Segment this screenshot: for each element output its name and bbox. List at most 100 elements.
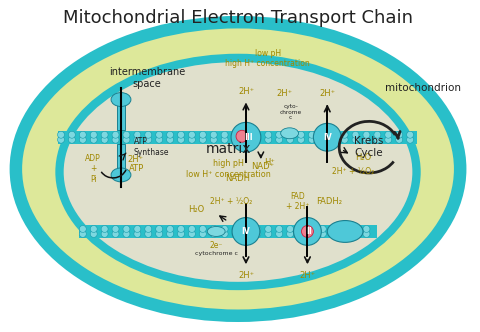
Text: FADH₂: FADH₂ — [316, 197, 342, 206]
Circle shape — [330, 136, 337, 143]
Circle shape — [298, 230, 304, 237]
Circle shape — [134, 136, 141, 143]
Text: NAD⁺: NAD⁺ — [251, 162, 274, 172]
Circle shape — [319, 225, 326, 232]
Circle shape — [407, 136, 414, 143]
Text: IV: IV — [323, 133, 332, 142]
Circle shape — [298, 225, 304, 232]
Text: 2e⁻: 2e⁻ — [209, 241, 223, 250]
Circle shape — [167, 131, 174, 138]
Circle shape — [189, 225, 195, 232]
Circle shape — [319, 230, 326, 237]
Text: 2H⁺: 2H⁺ — [238, 87, 254, 96]
Bar — [79, 225, 377, 238]
Text: low pH
high H⁺ concentration: low pH high H⁺ concentration — [226, 49, 310, 68]
Circle shape — [254, 225, 261, 232]
Circle shape — [385, 131, 392, 138]
Circle shape — [101, 136, 108, 143]
Circle shape — [243, 225, 250, 232]
Circle shape — [189, 136, 195, 143]
Text: 2H⁺ + ½O₂: 2H⁺ + ½O₂ — [332, 167, 374, 176]
Circle shape — [385, 136, 392, 143]
Circle shape — [58, 131, 64, 138]
Circle shape — [330, 131, 337, 138]
Circle shape — [189, 230, 195, 237]
Circle shape — [363, 136, 370, 143]
Text: cytochrome c: cytochrome c — [195, 251, 238, 256]
Circle shape — [341, 136, 348, 143]
Text: ATP: ATP — [129, 164, 144, 174]
Circle shape — [254, 230, 261, 237]
Ellipse shape — [111, 93, 131, 107]
Circle shape — [232, 230, 239, 237]
Circle shape — [309, 230, 315, 237]
Text: 2H⁺: 2H⁺ — [127, 155, 143, 164]
Text: Mitochondrial Electron Transport Chain: Mitochondrial Electron Transport Chain — [63, 9, 413, 27]
Ellipse shape — [232, 217, 260, 245]
Text: III: III — [245, 133, 253, 142]
Circle shape — [287, 131, 294, 138]
Circle shape — [79, 230, 86, 237]
Circle shape — [79, 136, 86, 143]
Circle shape — [221, 131, 228, 138]
Circle shape — [79, 131, 86, 138]
Circle shape — [134, 230, 141, 237]
Circle shape — [265, 131, 272, 138]
Circle shape — [287, 230, 294, 237]
Circle shape — [243, 136, 250, 143]
Circle shape — [309, 136, 315, 143]
Circle shape — [145, 136, 152, 143]
Circle shape — [167, 230, 174, 237]
Ellipse shape — [281, 128, 299, 139]
Ellipse shape — [111, 168, 131, 182]
Circle shape — [145, 230, 152, 237]
Circle shape — [199, 225, 206, 232]
Circle shape — [276, 136, 283, 143]
Circle shape — [298, 136, 304, 143]
Circle shape — [101, 230, 108, 237]
Circle shape — [199, 136, 206, 143]
Circle shape — [265, 225, 272, 232]
Circle shape — [363, 131, 370, 138]
Circle shape — [112, 230, 119, 237]
Circle shape — [145, 131, 152, 138]
Circle shape — [90, 131, 97, 138]
Circle shape — [145, 225, 152, 232]
Ellipse shape — [294, 217, 321, 245]
Circle shape — [341, 225, 348, 232]
Text: Krebs
Cycle: Krebs Cycle — [354, 136, 384, 158]
Bar — [117, 103, 125, 130]
Circle shape — [287, 225, 294, 232]
Ellipse shape — [16, 22, 460, 316]
Text: H₂O: H₂O — [355, 153, 372, 162]
Circle shape — [265, 230, 272, 237]
Circle shape — [243, 230, 250, 237]
Circle shape — [156, 230, 163, 237]
Circle shape — [210, 136, 217, 143]
Bar — [58, 131, 417, 144]
Text: 2H⁺: 2H⁺ — [238, 271, 254, 280]
Circle shape — [69, 136, 75, 143]
Circle shape — [309, 131, 315, 138]
Circle shape — [79, 225, 86, 232]
Circle shape — [101, 131, 108, 138]
Circle shape — [69, 131, 75, 138]
Circle shape — [232, 136, 239, 143]
Circle shape — [276, 131, 283, 138]
Text: 2H⁺ + ½O₂: 2H⁺ + ½O₂ — [210, 197, 252, 206]
Circle shape — [112, 131, 119, 138]
Circle shape — [243, 131, 250, 138]
Text: ATP
Synthase: ATP Synthase — [134, 137, 169, 157]
Circle shape — [301, 225, 313, 237]
Circle shape — [407, 131, 414, 138]
Circle shape — [167, 136, 174, 143]
Text: FAD
+ 2H⁺: FAD + 2H⁺ — [286, 192, 309, 211]
Circle shape — [112, 136, 119, 143]
Circle shape — [330, 230, 337, 237]
Text: mitochondrion: mitochondrion — [385, 83, 461, 93]
Circle shape — [341, 230, 348, 237]
Text: intermembrane
space: intermembrane space — [108, 67, 185, 89]
Text: H⁺: H⁺ — [264, 157, 275, 167]
Text: matrix: matrix — [205, 142, 251, 156]
Text: cyto-
chrome
c: cyto- chrome c — [279, 104, 302, 121]
